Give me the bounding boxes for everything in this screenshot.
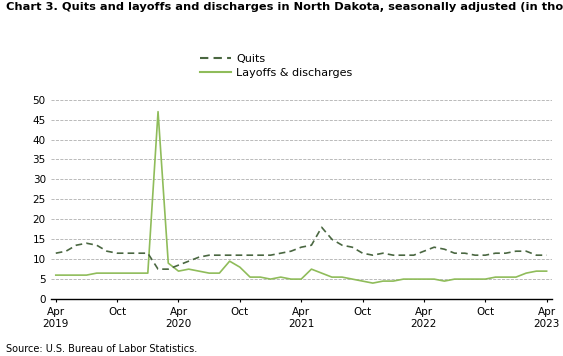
Text: Source: U.S. Bureau of Labor Statistics.: Source: U.S. Bureau of Labor Statistics. [6,344,197,354]
Legend: Quits, Layoffs & discharges: Quits, Layoffs & discharges [195,49,357,83]
Text: Chart 3. Quits and layoffs and discharges in North Dakota, seasonally adjusted (: Chart 3. Quits and layoffs and discharge… [6,2,563,12]
